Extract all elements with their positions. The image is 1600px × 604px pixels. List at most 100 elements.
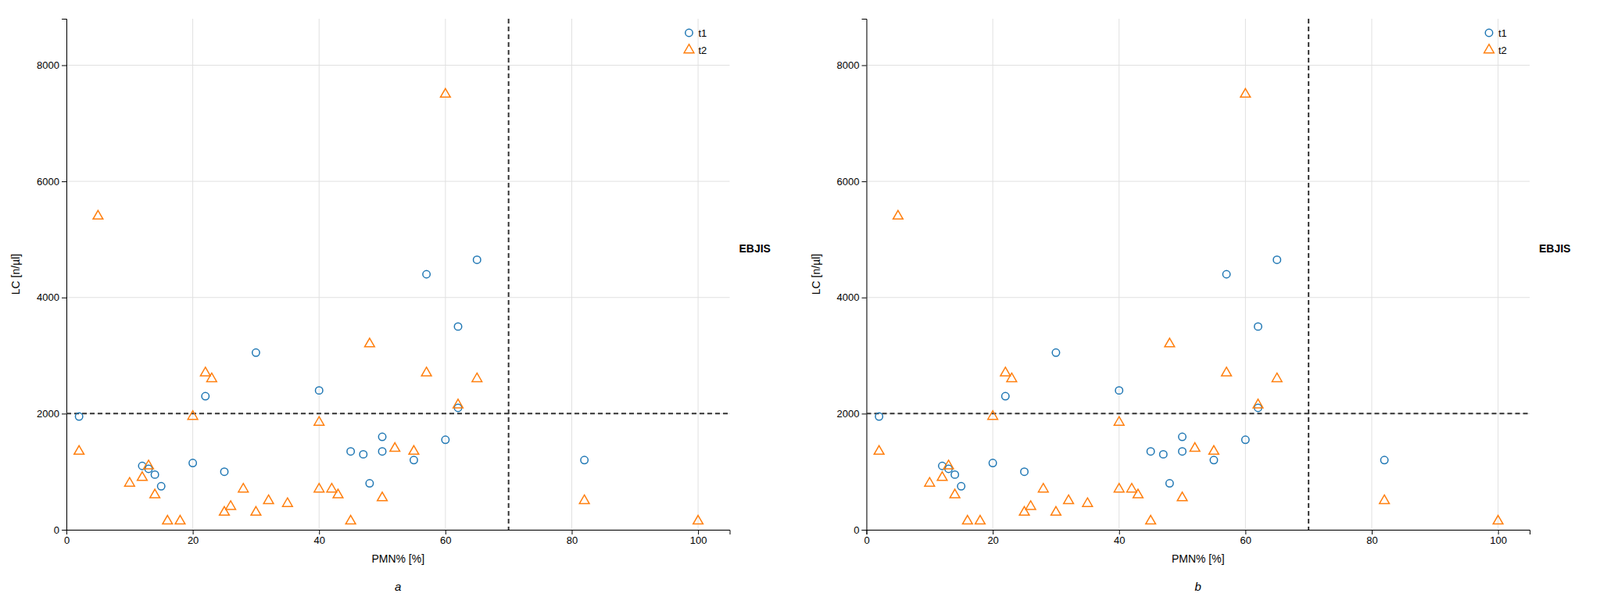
point <box>693 515 704 525</box>
point <box>579 494 590 504</box>
grid-line-y <box>66 297 731 298</box>
point <box>473 256 481 264</box>
point <box>326 483 337 493</box>
y-tick: 8000 <box>36 59 67 72</box>
point <box>187 411 198 420</box>
point <box>1000 367 1011 376</box>
x-tick-label: 20 <box>987 534 999 547</box>
y-tick: 0 <box>53 524 67 537</box>
y-tick-label: 8000 <box>36 59 60 72</box>
grid-line-x <box>571 18 573 530</box>
y-tick: 0 <box>853 524 867 537</box>
grid-line-x <box>1370 18 1372 530</box>
x-axis-title: PMN% [%] <box>371 552 425 566</box>
point <box>441 436 449 444</box>
legend-label: t1 <box>698 27 708 40</box>
point <box>1492 515 1504 525</box>
legend-label: t2 <box>698 44 708 57</box>
x-tick-label: 20 <box>187 534 199 547</box>
point <box>1221 367 1232 376</box>
grid-line-y <box>66 413 731 415</box>
y-tick-mark <box>61 297 67 299</box>
point <box>74 445 85 455</box>
x-axis-line <box>866 530 1531 536</box>
point <box>201 392 209 400</box>
y-tick-label: 4000 <box>837 291 860 304</box>
point <box>937 472 948 481</box>
grid-line-y <box>66 181 731 183</box>
point <box>1379 494 1390 504</box>
series <box>873 88 1504 524</box>
x-tick: 40 <box>1113 529 1125 547</box>
grid-line-x <box>318 18 320 530</box>
y-tick-label: 2000 <box>36 408 60 420</box>
point <box>250 506 262 516</box>
point <box>282 497 293 507</box>
point <box>143 460 154 469</box>
grid-line-x <box>992 18 994 530</box>
point <box>1177 492 1188 502</box>
plot-area <box>866 18 1531 530</box>
point <box>1271 372 1282 382</box>
y-tick: 4000 <box>837 291 867 304</box>
point <box>1133 489 1144 498</box>
point <box>359 451 367 459</box>
point <box>150 471 158 479</box>
point <box>1025 501 1036 510</box>
point <box>893 210 904 219</box>
annotation: EBJIS <box>739 242 771 255</box>
point <box>124 477 135 487</box>
point <box>252 349 260 357</box>
x-axis-line <box>67 530 731 536</box>
point <box>1209 445 1220 455</box>
series <box>74 88 704 524</box>
grid-line-x <box>192 18 194 530</box>
point <box>957 483 965 491</box>
y-tick-mark <box>61 413 67 415</box>
legend-label: t1 <box>1498 27 1507 40</box>
y-tick-label: 6000 <box>837 175 860 188</box>
y-tick-mark <box>61 64 67 66</box>
point <box>422 270 430 278</box>
x-tick-mark <box>1119 529 1121 535</box>
x-tick: 80 <box>1366 529 1378 547</box>
x-tick: 100 <box>690 529 708 547</box>
grid-line-y <box>66 64 731 66</box>
point <box>987 411 999 420</box>
point <box>1242 436 1250 444</box>
point <box>1038 483 1049 493</box>
y-axis-title: LC [n/µl] <box>9 254 22 295</box>
x-tick-label: 60 <box>1240 534 1252 547</box>
x-axis: 020406080100 <box>863 529 1530 547</box>
x-tick-mark <box>193 529 194 535</box>
y-axis-title: LC [n/µl] <box>809 254 823 295</box>
y-tick: 6000 <box>837 175 867 188</box>
point <box>454 322 462 330</box>
grid-line-x <box>1245 18 1246 530</box>
point <box>1020 468 1028 476</box>
grid-line-x <box>1497 18 1499 530</box>
x-tick-mark <box>1371 529 1373 535</box>
point <box>1240 88 1251 97</box>
x-tick: 0 <box>64 529 70 547</box>
point <box>238 483 249 493</box>
point <box>377 492 388 502</box>
point <box>924 477 935 487</box>
legend-label: t2 <box>1498 44 1507 57</box>
point <box>189 459 197 467</box>
panel: 02040608010002000400060008000PMN% [%]LC … <box>809 18 1572 594</box>
point <box>943 460 954 469</box>
y-tick: 8000 <box>837 59 867 72</box>
point <box>1380 456 1388 464</box>
annotation: EBJIS <box>1539 242 1571 255</box>
x-tick-mark <box>697 529 699 535</box>
point <box>1115 386 1123 394</box>
x-tick-mark <box>571 529 573 535</box>
grid-line-x <box>444 18 446 530</box>
point <box>1164 338 1175 348</box>
x-tick-label: 0 <box>863 534 870 547</box>
grid-line-y <box>866 181 1531 183</box>
x-tick-label: 40 <box>1113 534 1125 547</box>
point <box>1178 433 1186 441</box>
grid-line-x <box>697 18 699 530</box>
